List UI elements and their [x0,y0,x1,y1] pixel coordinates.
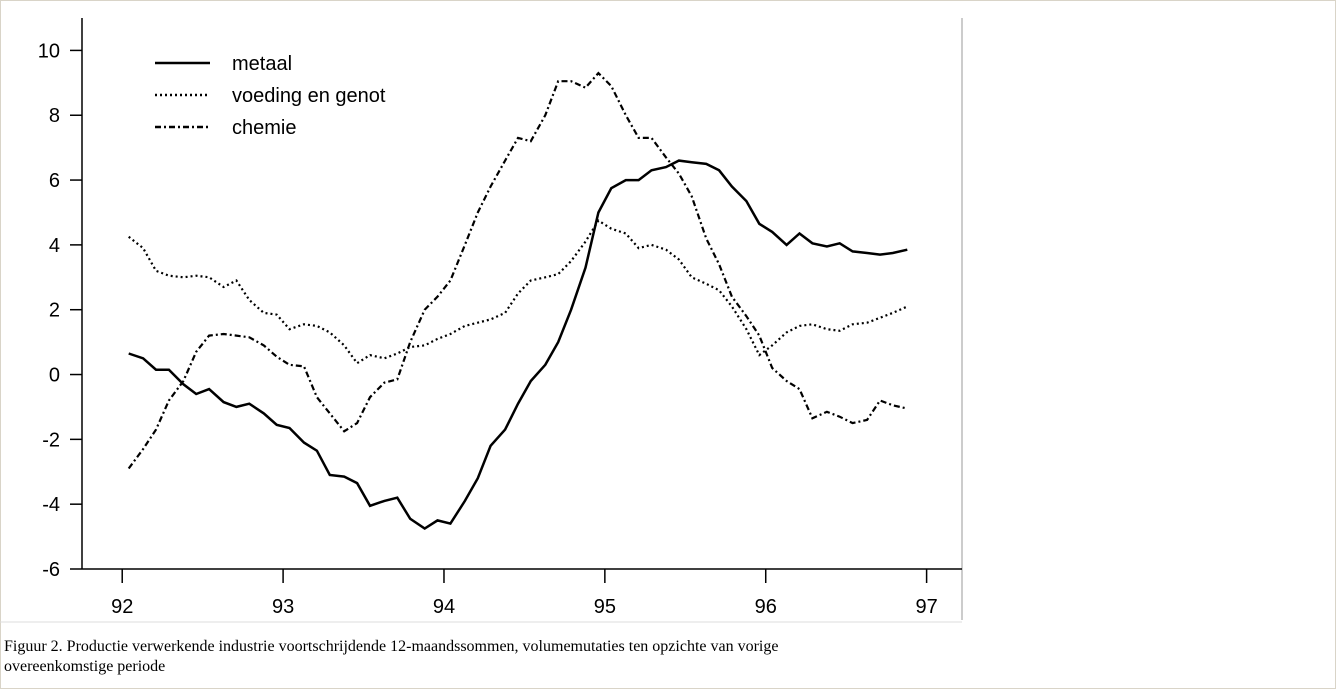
x-tick-label: 95 [594,596,616,618]
y-tick-label: 8 [49,105,60,127]
series-line [128,219,908,365]
y-tick-label: -4 [42,494,60,516]
y-tick-label: 10 [38,40,60,62]
x-tick-label: 97 [915,596,937,618]
x-tick-label: 92 [111,596,133,618]
y-tick-label: 0 [49,365,60,387]
y-tick-label: 2 [49,300,60,322]
y-tick-label: -2 [42,429,60,451]
legend-label: voeding en genot [232,85,386,107]
y-tick-label: 6 [49,170,60,192]
legend-label: chemie [232,117,296,139]
legend-label: metaal [232,53,292,75]
series-line [128,159,908,530]
x-tick-label: 94 [433,596,455,618]
y-tick-label: 4 [49,235,60,257]
y-tick-label: -6 [42,559,60,581]
caption-line: Figuur 2. Productie verwerkende industri… [4,638,778,655]
caption-line: overeenkomstige periode [4,658,165,675]
x-tick-label: 93 [272,596,294,618]
series-line [127,71,908,470]
x-tick-label: 96 [755,596,777,618]
